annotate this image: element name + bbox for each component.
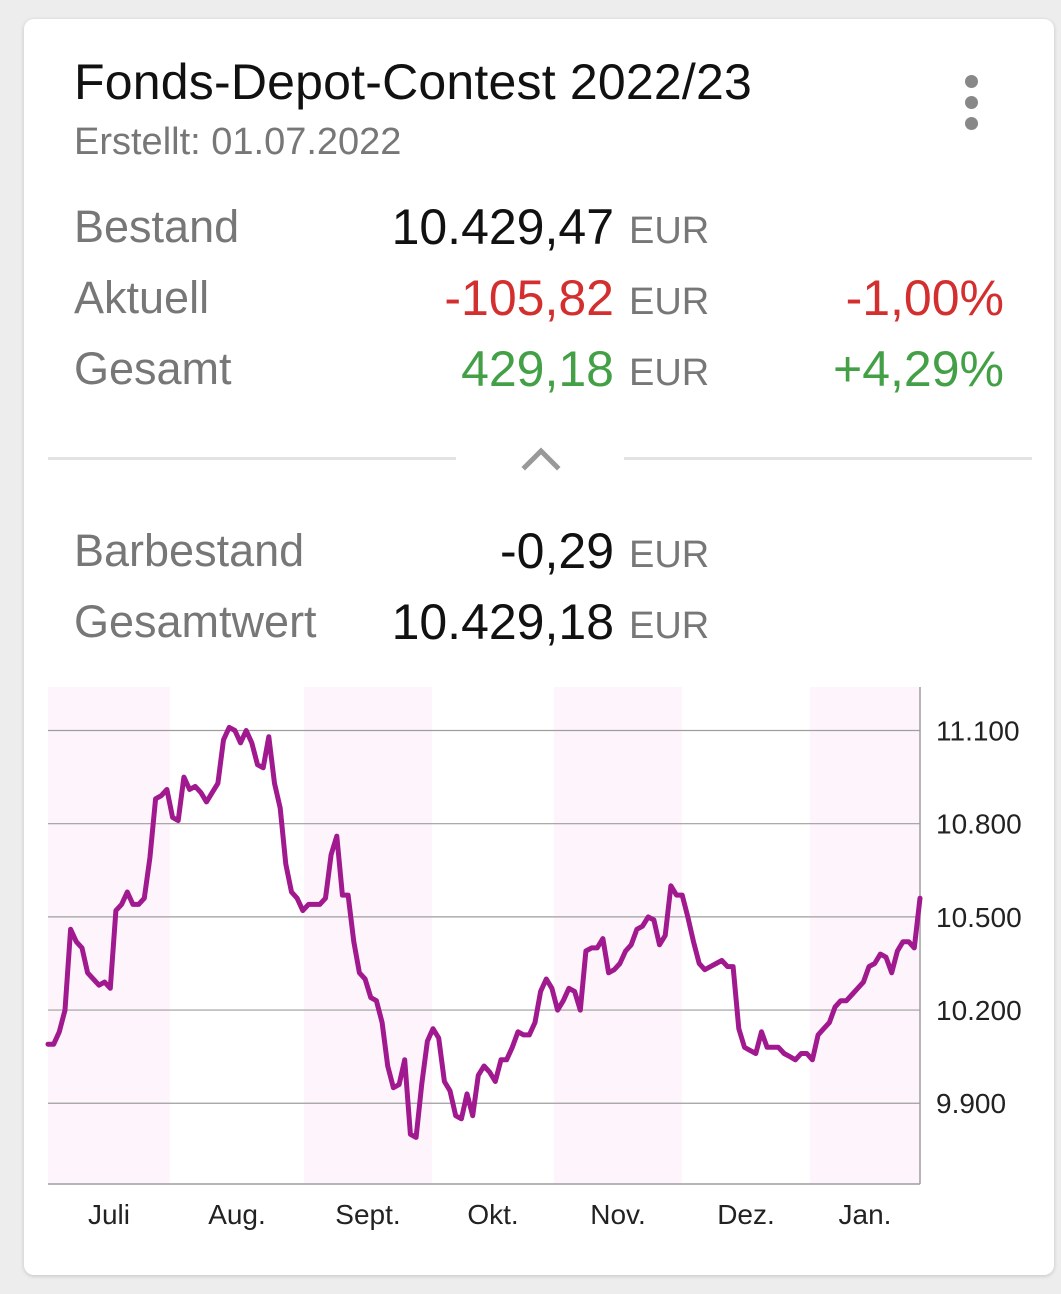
aktuell-label: Aktuell: [74, 272, 210, 323]
month-band: [810, 687, 920, 1184]
aktuell-value: -105,82: [444, 270, 614, 326]
bestand-value: 10.429,47: [391, 199, 614, 255]
barbestand-currency: EUR: [629, 534, 710, 576]
series-line: [45, 724, 923, 1140]
bestand-row: Bestand 10.429,47 EUR: [24, 197, 1054, 257]
more-vert-icon[interactable]: [954, 75, 990, 131]
gesamt-label: Gesamt: [74, 343, 232, 394]
gesamtwert-value: 10.429,18: [391, 594, 614, 650]
gesamtwert-label: Gesamtwert: [74, 596, 317, 647]
gesamt-currency: EUR: [629, 352, 710, 394]
gesamtwert-row: Gesamtwert 10.429,18 EUR: [24, 592, 1054, 652]
bestand-label: Bestand: [74, 201, 240, 252]
gesamt-percent: +4,29%: [833, 341, 1004, 397]
barbestand-row: Barbestand -0,29 EUR: [24, 521, 1054, 581]
month-band: [304, 687, 432, 1184]
x-tick-label: Aug.: [208, 1199, 266, 1230]
divider-left: [48, 457, 456, 460]
x-tick-label: Okt.: [467, 1199, 518, 1230]
x-tick-label: Dez.: [717, 1199, 775, 1230]
depot-title: Fonds-Depot-Contest 2022/23: [74, 54, 753, 110]
month-band: [48, 687, 170, 1184]
y-tick-label: 9.900: [936, 1088, 1006, 1119]
aktuell-row: Aktuell -105,82 EUR -1,00%: [24, 268, 1054, 328]
y-tick-label: 10.500: [936, 902, 1022, 933]
gesamtwert-currency: EUR: [629, 605, 710, 647]
depot-card: Fonds-Depot-Contest 2022/23 Erstellt: 01…: [24, 19, 1054, 1275]
gesamt-row: Gesamt 429,18 EUR +4,29%: [24, 339, 1054, 399]
barbestand-label: Barbestand: [74, 525, 305, 576]
aktuell-currency: EUR: [629, 281, 710, 323]
y-tick-label: 11.100: [936, 715, 1020, 746]
y-tick-label: 10.800: [936, 809, 1022, 840]
chevron-up-icon[interactable]: [521, 445, 561, 471]
bestand-currency: EUR: [629, 210, 710, 252]
x-tick-label: Juli: [88, 1199, 130, 1230]
month-band: [554, 687, 682, 1184]
x-tick-label: Sept.: [335, 1199, 400, 1230]
divider-right: [624, 457, 1032, 460]
gesamt-value: 429,18: [461, 341, 614, 397]
portfolio-chart: 11.100 10.800 10.500 10.200 9.900 Juli Aug. Se…: [45, 687, 1022, 1230]
x-tick-label: Nov.: [590, 1199, 646, 1230]
y-tick-label: 10.200: [936, 995, 1022, 1026]
created-date: Erstellt: 01.07.2022: [74, 121, 402, 163]
x-tick-label: Jan.: [839, 1199, 892, 1230]
aktuell-percent: -1,00%: [845, 270, 1004, 326]
barbestand-value: -0,29: [500, 523, 614, 579]
